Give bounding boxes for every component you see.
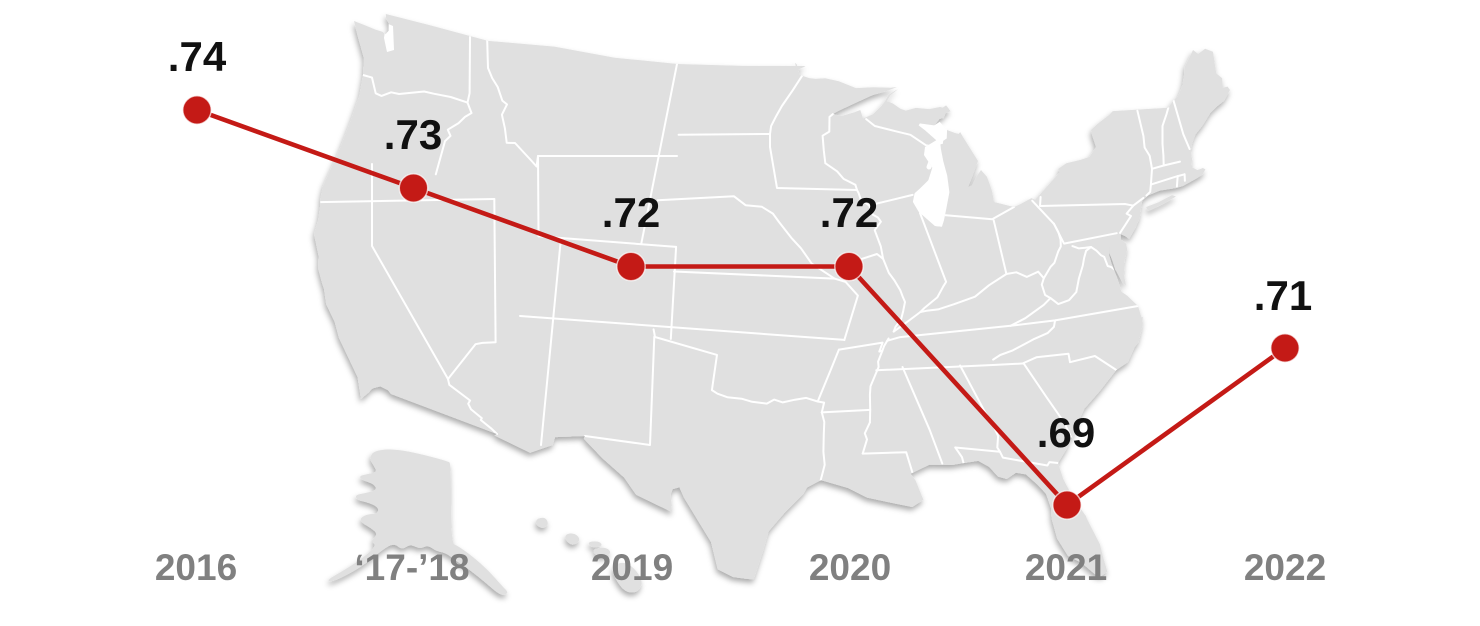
- svg-text:.73: .73: [384, 111, 442, 158]
- svg-text:2021: 2021: [1025, 547, 1107, 588]
- svg-text:‘17-’18: ‘17-’18: [354, 547, 469, 588]
- svg-text:2019: 2019: [591, 547, 673, 588]
- svg-text:2016: 2016: [155, 547, 237, 588]
- svg-text:.74: .74: [168, 33, 227, 80]
- svg-text:.71: .71: [1254, 272, 1312, 319]
- svg-text:.72: .72: [602, 189, 660, 236]
- svg-text:.72: .72: [820, 189, 878, 236]
- svg-text:.69: .69: [1037, 409, 1095, 456]
- svg-text:2020: 2020: [809, 547, 891, 588]
- svg-text:2022: 2022: [1244, 547, 1326, 588]
